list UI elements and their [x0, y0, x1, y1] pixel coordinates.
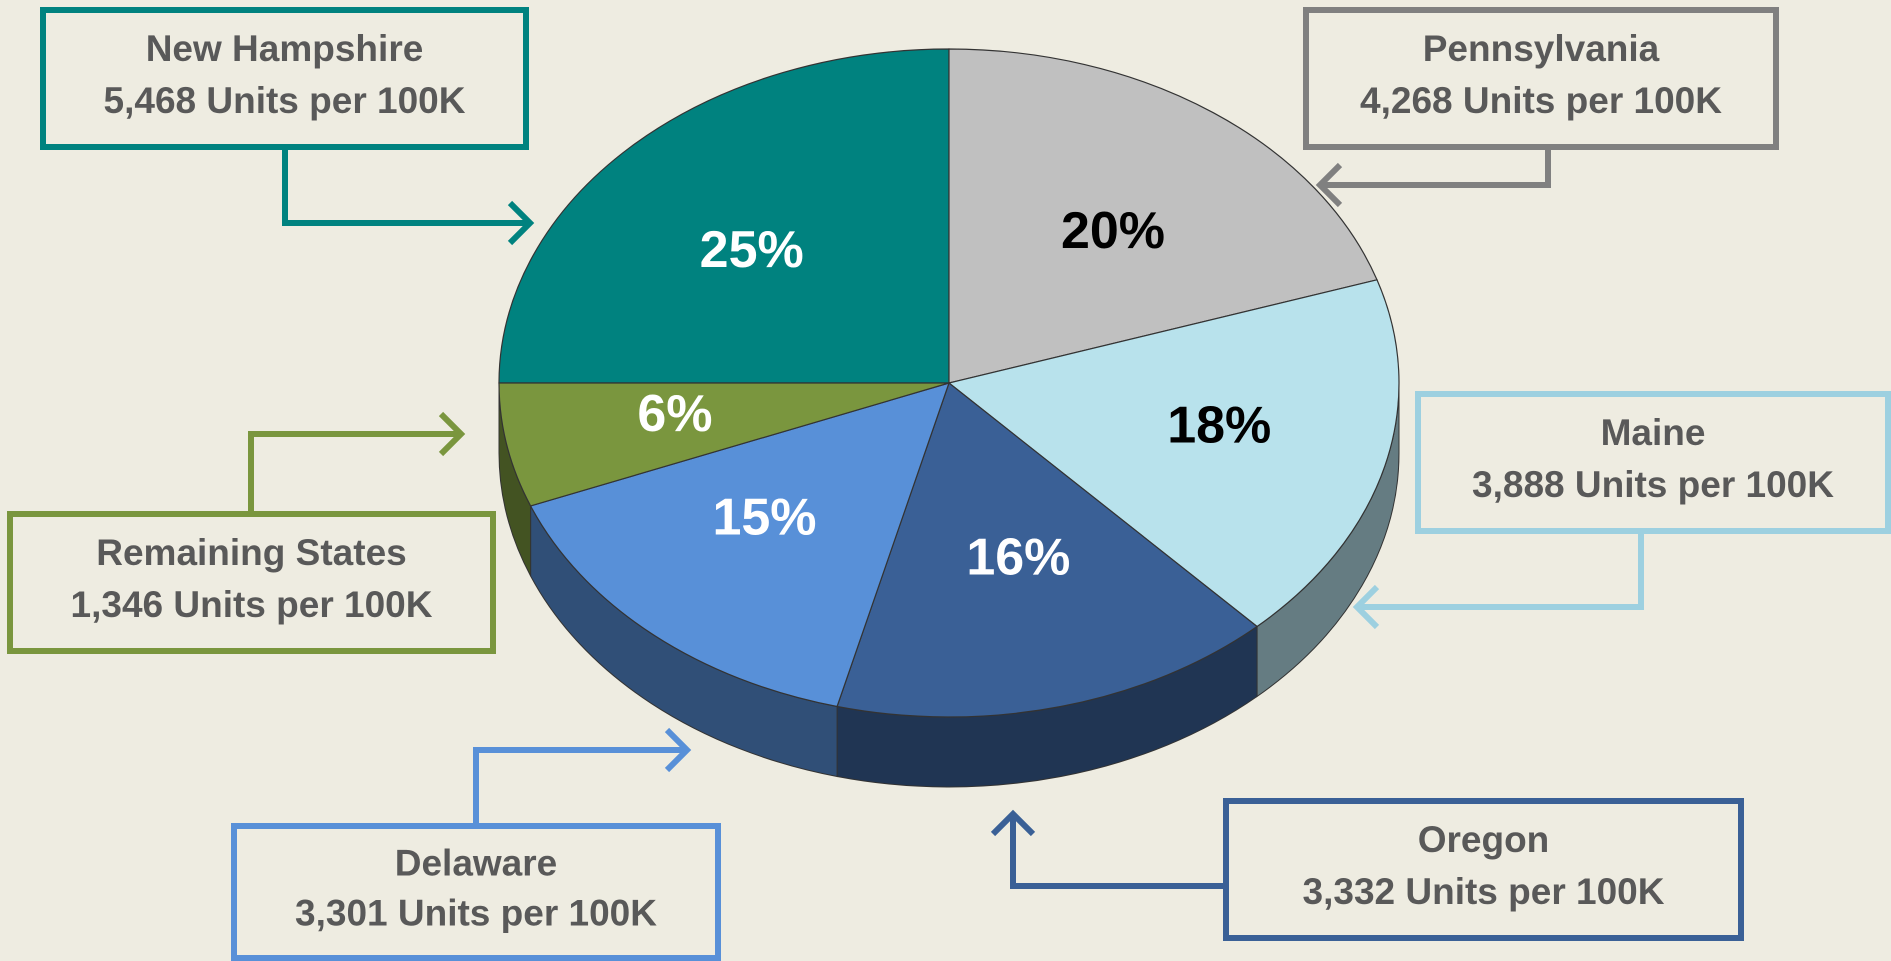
- callout-name: Delaware: [395, 842, 558, 883]
- value-label: 16%: [966, 529, 1070, 587]
- callout-note: 4,268 Units per 100K: [1360, 80, 1722, 121]
- callout-box: [1223, 798, 1744, 941]
- connector: [1320, 147, 1551, 188]
- connector: [248, 431, 461, 514]
- callout-box: [1415, 391, 1891, 534]
- connector: [473, 747, 687, 826]
- slice: [529, 382, 950, 708]
- callout-name: Maine: [1601, 412, 1706, 453]
- value-label: 25%: [700, 221, 804, 279]
- connector: [1010, 814, 1226, 889]
- slice: [836, 382, 1259, 718]
- value-label: 20%: [1061, 202, 1165, 260]
- arrow-head: [507, 200, 535, 246]
- connector: [1357, 531, 1644, 610]
- slice: [948, 48, 1378, 384]
- arrow-head: [664, 727, 692, 773]
- slice: [947, 279, 1400, 628]
- arrow-head: [1352, 584, 1380, 630]
- callout-name: Oregon: [1418, 819, 1550, 860]
- arrow-head: [990, 809, 1036, 837]
- value-label: 18%: [1167, 396, 1271, 454]
- arrow-head: [1315, 162, 1343, 208]
- callout-name: New Hampshire: [146, 28, 424, 69]
- callout-note: 3,301 Units per 100K: [295, 893, 657, 934]
- connector: [282, 147, 530, 226]
- callout-name: Pennsylvania: [1423, 28, 1660, 69]
- callout-note: 3,888 Units per 100K: [1472, 464, 1834, 505]
- callout-note: 3,332 Units per 100K: [1303, 871, 1665, 912]
- callout-box: [1303, 7, 1779, 150]
- value-label: 15%: [712, 489, 816, 547]
- callout-note: 1,346 Units per 100K: [71, 584, 433, 625]
- arrow-head: [438, 411, 466, 457]
- slice: [498, 48, 950, 384]
- callout-name: Remaining States: [96, 532, 406, 573]
- slice: [498, 382, 950, 507]
- callout-note: 5,468 Units per 100K: [104, 80, 466, 121]
- value-label: 6%: [637, 385, 712, 443]
